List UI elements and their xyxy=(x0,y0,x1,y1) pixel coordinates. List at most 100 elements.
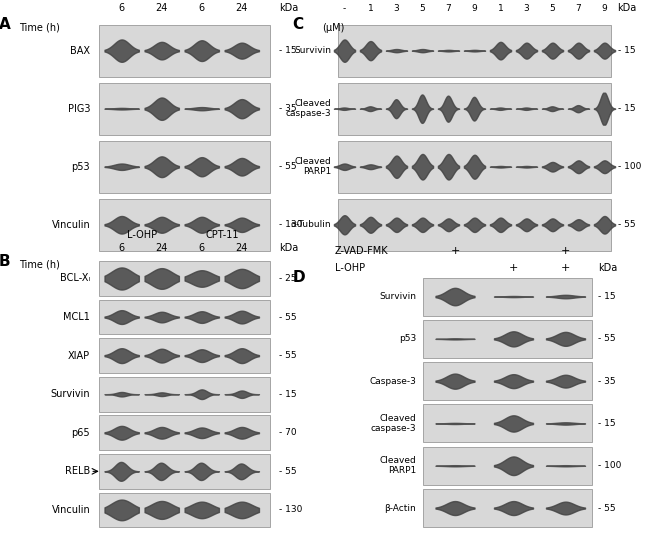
Text: Cleaved
caspase-3: Cleaved caspase-3 xyxy=(370,414,416,433)
Text: 6: 6 xyxy=(118,244,125,253)
Text: p65: p65 xyxy=(72,428,90,438)
Text: - 55: - 55 xyxy=(598,334,616,343)
Text: α-Tubulin: α-Tubulin xyxy=(291,220,332,230)
Text: kDa: kDa xyxy=(279,3,298,13)
Text: - 55: - 55 xyxy=(598,503,616,512)
Text: 24: 24 xyxy=(155,244,168,253)
Text: MCL1: MCL1 xyxy=(63,312,90,322)
FancyBboxPatch shape xyxy=(338,24,611,77)
Text: (μM): (μM) xyxy=(322,23,344,33)
Text: - 15: - 15 xyxy=(279,46,296,55)
Text: - 15: - 15 xyxy=(618,104,635,113)
Text: p53: p53 xyxy=(398,334,416,343)
Text: 9: 9 xyxy=(602,4,607,13)
Text: - 55: - 55 xyxy=(279,162,296,171)
FancyBboxPatch shape xyxy=(99,454,270,489)
Text: 9: 9 xyxy=(472,4,477,13)
FancyBboxPatch shape xyxy=(338,140,611,193)
Text: kDa: kDa xyxy=(279,244,298,253)
Text: 5: 5 xyxy=(550,4,555,13)
Text: 24: 24 xyxy=(235,244,248,253)
Text: - 55: - 55 xyxy=(279,351,296,360)
Text: 6: 6 xyxy=(199,3,205,13)
Text: XIAP: XIAP xyxy=(68,350,90,361)
Text: 3: 3 xyxy=(394,4,399,13)
Text: Cleaved
caspase-3: Cleaved caspase-3 xyxy=(286,99,332,118)
FancyBboxPatch shape xyxy=(99,83,270,135)
Text: - 35: - 35 xyxy=(279,104,296,113)
Text: - 130: - 130 xyxy=(279,505,302,515)
Text: kDa: kDa xyxy=(598,264,618,273)
Text: L-OHP: L-OHP xyxy=(127,230,157,240)
FancyBboxPatch shape xyxy=(99,140,270,193)
Text: C: C xyxy=(292,17,304,32)
Text: A: A xyxy=(0,17,10,32)
Text: L-OHP: L-OHP xyxy=(335,264,365,273)
Text: 24: 24 xyxy=(155,3,168,13)
Text: 24: 24 xyxy=(235,3,248,13)
FancyBboxPatch shape xyxy=(422,362,592,400)
Text: +: + xyxy=(450,246,460,256)
Text: Survivin: Survivin xyxy=(51,389,90,399)
Text: PIG3: PIG3 xyxy=(68,104,90,114)
Text: β-Actin: β-Actin xyxy=(384,503,416,512)
Text: kDa: kDa xyxy=(618,3,637,13)
Text: Cleaved
PARP1: Cleaved PARP1 xyxy=(379,456,416,475)
Text: - 25: - 25 xyxy=(279,274,296,283)
Text: - 15: - 15 xyxy=(618,46,635,55)
Text: Survivin: Survivin xyxy=(379,292,416,301)
Text: 6: 6 xyxy=(118,3,125,13)
Text: - 35: - 35 xyxy=(598,377,616,386)
Text: 5: 5 xyxy=(420,4,425,13)
Text: - 55: - 55 xyxy=(279,313,296,321)
Text: 1: 1 xyxy=(498,4,503,13)
Text: - 15: - 15 xyxy=(279,390,296,399)
FancyBboxPatch shape xyxy=(422,278,592,315)
FancyBboxPatch shape xyxy=(99,415,270,450)
Text: +: + xyxy=(561,246,570,256)
FancyBboxPatch shape xyxy=(422,447,592,485)
Text: 7: 7 xyxy=(576,4,581,13)
Text: Cleaved
PARP1: Cleaved PARP1 xyxy=(294,157,332,177)
Text: 6: 6 xyxy=(199,244,205,253)
FancyBboxPatch shape xyxy=(422,320,592,358)
FancyBboxPatch shape xyxy=(99,377,270,411)
Text: - 55: - 55 xyxy=(279,467,296,476)
Text: 3: 3 xyxy=(524,4,529,13)
FancyBboxPatch shape xyxy=(422,404,592,442)
FancyBboxPatch shape xyxy=(422,489,592,527)
Text: RELB: RELB xyxy=(65,467,90,476)
Text: BCL-Xₗ: BCL-Xₗ xyxy=(60,273,90,284)
FancyBboxPatch shape xyxy=(99,492,270,527)
Text: +: + xyxy=(509,264,518,273)
FancyBboxPatch shape xyxy=(338,83,611,135)
Text: CPT-11: CPT-11 xyxy=(205,230,239,240)
Text: B: B xyxy=(0,254,10,269)
Text: D: D xyxy=(292,271,305,285)
FancyBboxPatch shape xyxy=(99,199,270,251)
Text: Survivin: Survivin xyxy=(294,46,332,55)
Text: Caspase-3: Caspase-3 xyxy=(369,377,416,386)
Text: - 15: - 15 xyxy=(598,419,616,428)
FancyBboxPatch shape xyxy=(99,261,270,296)
FancyBboxPatch shape xyxy=(338,199,611,251)
Text: - 130: - 130 xyxy=(279,220,302,230)
Text: Vinculin: Vinculin xyxy=(51,505,90,515)
Text: - 55: - 55 xyxy=(618,220,635,230)
Text: 1: 1 xyxy=(368,4,373,13)
Text: Vinculin: Vinculin xyxy=(51,220,90,230)
Text: - 100: - 100 xyxy=(598,461,621,470)
Text: Time (h): Time (h) xyxy=(19,23,60,33)
Text: Time (h): Time (h) xyxy=(19,260,60,270)
Text: Z-VAD-FMK: Z-VAD-FMK xyxy=(335,246,389,256)
Text: -: - xyxy=(343,4,346,13)
FancyBboxPatch shape xyxy=(99,300,270,334)
Text: BAX: BAX xyxy=(70,45,90,56)
Text: +: + xyxy=(561,264,570,273)
Text: - 15: - 15 xyxy=(598,292,616,301)
Text: - 70: - 70 xyxy=(279,428,296,437)
FancyBboxPatch shape xyxy=(99,338,270,373)
Text: p53: p53 xyxy=(72,161,90,172)
Text: - 100: - 100 xyxy=(618,162,641,171)
Text: 7: 7 xyxy=(446,4,451,13)
